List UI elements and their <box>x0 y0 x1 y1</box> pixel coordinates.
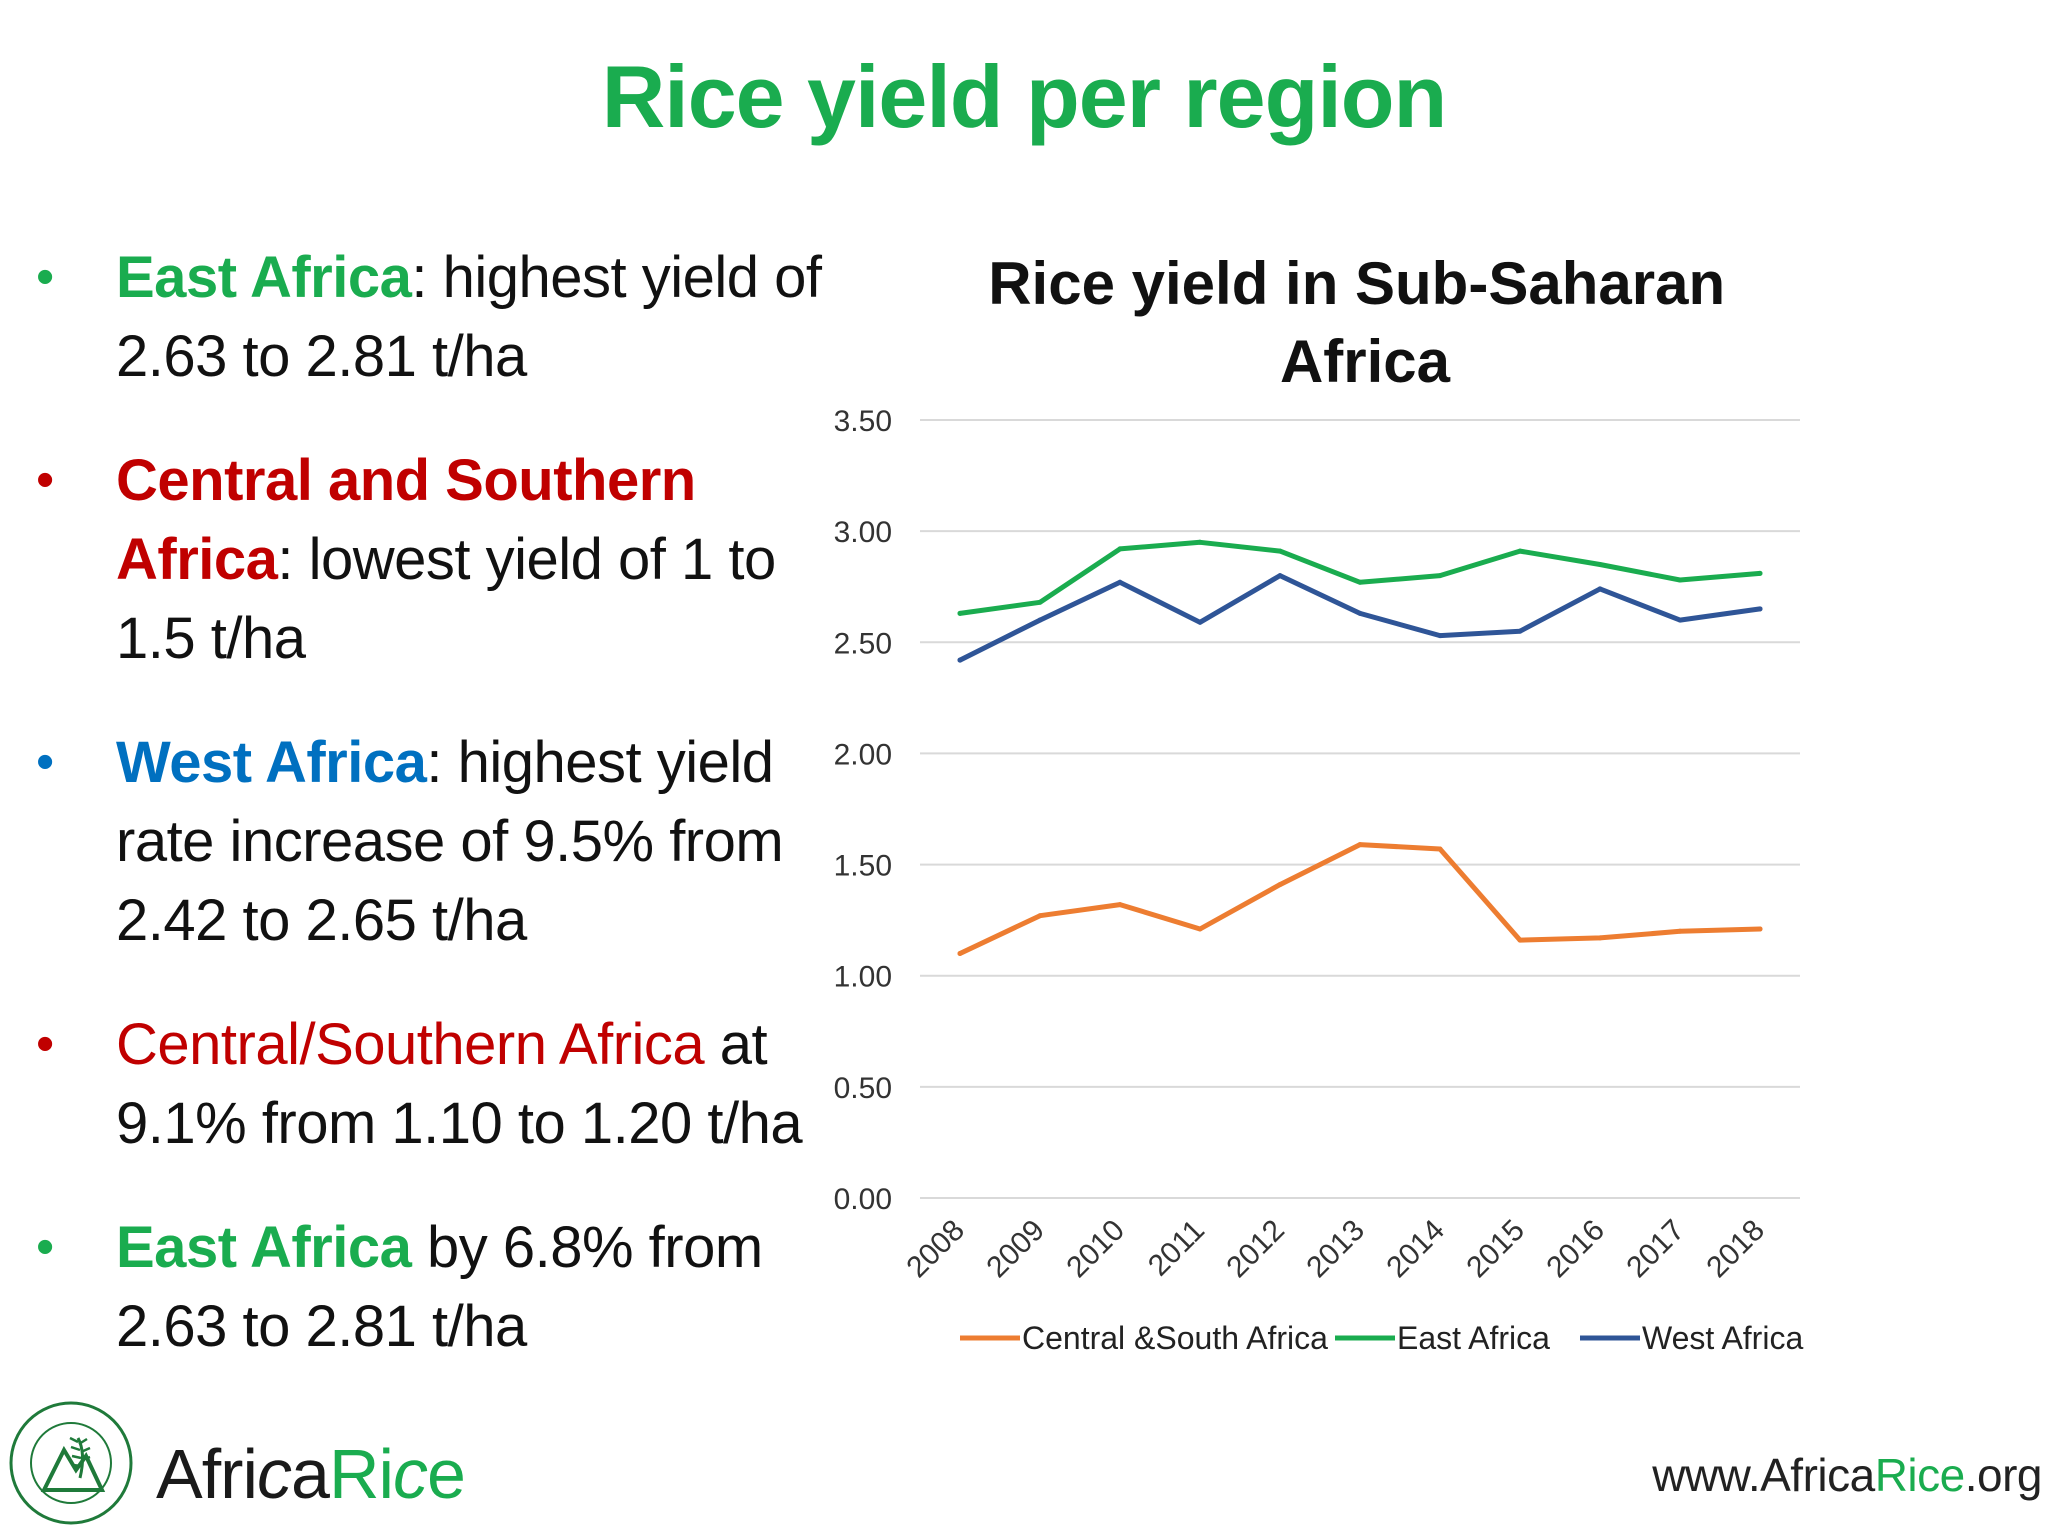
data-point <box>1757 570 1763 576</box>
x-tick-label: 2016 <box>1540 1214 1611 1285</box>
chart-title-line-1: Rice yield in Sub-Saharan <box>988 250 1725 317</box>
line-chart: Rice yield in Sub-Saharan Africa 0.00 0.5… <box>834 250 1804 1356</box>
series-lines <box>957 539 1763 956</box>
data-point <box>1597 935 1603 941</box>
y-tick-label: 2.00 <box>834 738 892 771</box>
data-point <box>1437 846 1443 852</box>
data-point <box>1437 573 1443 579</box>
gridlines <box>920 419 1800 1199</box>
data-point <box>1517 937 1523 943</box>
data-point <box>1437 633 1443 639</box>
data-point <box>1677 928 1683 934</box>
bullet-keyword: West Africa <box>116 730 427 795</box>
data-point <box>1677 577 1683 583</box>
data-point <box>1277 573 1283 579</box>
data-point <box>1117 546 1123 552</box>
x-tick-label: 2011 <box>1142 1214 1211 1283</box>
africarice-emblem-icon <box>9 1401 133 1525</box>
data-point <box>1197 619 1203 625</box>
data-point <box>1757 926 1763 932</box>
bullet-keyword: East Africa <box>116 245 412 310</box>
data-point <box>1037 913 1043 919</box>
x-tick-label: 2015 <box>1460 1214 1531 1285</box>
x-tick-label: 2013 <box>1300 1214 1371 1285</box>
bullet-dot-icon: • <box>36 248 54 306</box>
data-point <box>1117 902 1123 908</box>
chart-title-line-2: Africa <box>1280 328 1451 395</box>
data-point <box>1037 617 1043 623</box>
bullet-item: • Central/Southern Africa at 9.1% from 1.… <box>36 1005 826 1163</box>
bullet-text: by 6.8% from 2.63 to 2.81 t/ha <box>116 1215 763 1359</box>
y-tick-label: 1.00 <box>834 961 892 994</box>
x-tick-label: 2018 <box>1700 1214 1771 1285</box>
slide-title: Rice yield per region <box>601 47 1448 146</box>
bullet-keyword: Central/Southern Africa <box>116 1012 705 1077</box>
data-point <box>1277 882 1283 888</box>
data-point <box>957 610 963 616</box>
bullet-item: • Central and Southern Africa: lowest yie… <box>36 441 826 678</box>
legend-label: East Africa <box>1397 1320 1550 1356</box>
logo-wordmark: AfricaRice <box>156 1435 466 1513</box>
series-line <box>957 573 1763 663</box>
data-point <box>957 657 963 663</box>
data-point <box>1597 586 1603 592</box>
x-tick-label: 2012 <box>1220 1214 1291 1285</box>
website-url[interactable]: www.AfricaRice.org <box>1652 1449 2042 1501</box>
data-point <box>1197 926 1203 932</box>
x-axis-ticks: 2008 2009 2010 2011 2012 2013 2014 2015 2016 2017… <box>900 1214 1771 1285</box>
data-point <box>1117 579 1123 585</box>
y-tick-label: 2.50 <box>834 627 892 660</box>
data-point <box>1677 617 1683 623</box>
bullet-dot-icon: • <box>36 451 54 509</box>
data-point <box>1357 842 1363 848</box>
data-point <box>1357 579 1363 585</box>
data-point <box>1037 599 1043 605</box>
bullet-dot-icon: • <box>36 1218 54 1276</box>
bullet-text: : highest yield of 2.63 to 2.81 t/ha <box>116 245 822 389</box>
bullet-item: • East Africa: highest yield of 2.63 to 2… <box>36 238 826 396</box>
data-point <box>1757 606 1763 612</box>
legend: Central &South Africa East Africa West Afr… <box>960 1320 1803 1356</box>
y-tick-label: 0.50 <box>834 1072 892 1105</box>
y-tick-label: 3.50 <box>834 405 892 438</box>
bullet-text: : lowest yield of 1 to 1.5 t/ha <box>116 527 776 671</box>
x-tick-label: 2009 <box>980 1214 1051 1285</box>
x-tick-label: 2010 <box>1060 1214 1131 1285</box>
bullet-dot-icon: • <box>36 1015 54 1073</box>
y-axis-ticks: 0.00 0.50 1.00 1.50 2.00 2.50 3.00 3.50 <box>834 405 892 1216</box>
legend-label: Central &South Africa <box>1022 1320 1328 1356</box>
y-tick-label: 3.00 <box>834 516 892 549</box>
bullet-keyword: Central and Southern Africa <box>116 448 696 592</box>
bullet-keyword: East Africa <box>116 1215 412 1280</box>
bullet-item: • West Africa: highest yield rate increas… <box>36 723 826 960</box>
data-point <box>1277 548 1283 554</box>
data-point <box>1197 539 1203 545</box>
bullet-list: • East Africa: highest yield of 2.63 to 2… <box>36 238 826 1411</box>
chart-title: Rice yield in Sub-Saharan Africa <box>988 250 1742 395</box>
series-line <box>957 842 1763 956</box>
data-point <box>1517 628 1523 634</box>
legend-label: West Africa <box>1642 1320 1803 1356</box>
x-tick-label: 2017 <box>1620 1214 1691 1285</box>
data-point <box>1597 561 1603 567</box>
data-point <box>957 950 963 956</box>
bullet-item: • East Africa by 6.8% from 2.63 to 2.81 t… <box>36 1208 826 1366</box>
x-tick-label: 2008 <box>900 1214 971 1285</box>
data-point <box>1517 548 1523 554</box>
data-point <box>1357 610 1363 616</box>
bullet-text: at 9.1% from 1.10 to 1.20 t/ha <box>116 1012 803 1156</box>
y-tick-label: 0.00 <box>834 1183 892 1216</box>
bullet-text: : highest yield rate increase of 9.5% fr… <box>116 730 784 953</box>
bullet-dot-icon: • <box>36 733 54 791</box>
africarice-logo: AfricaRice <box>6 1398 476 1528</box>
y-tick-label: 1.50 <box>834 850 892 883</box>
x-tick-label: 2014 <box>1380 1214 1451 1285</box>
